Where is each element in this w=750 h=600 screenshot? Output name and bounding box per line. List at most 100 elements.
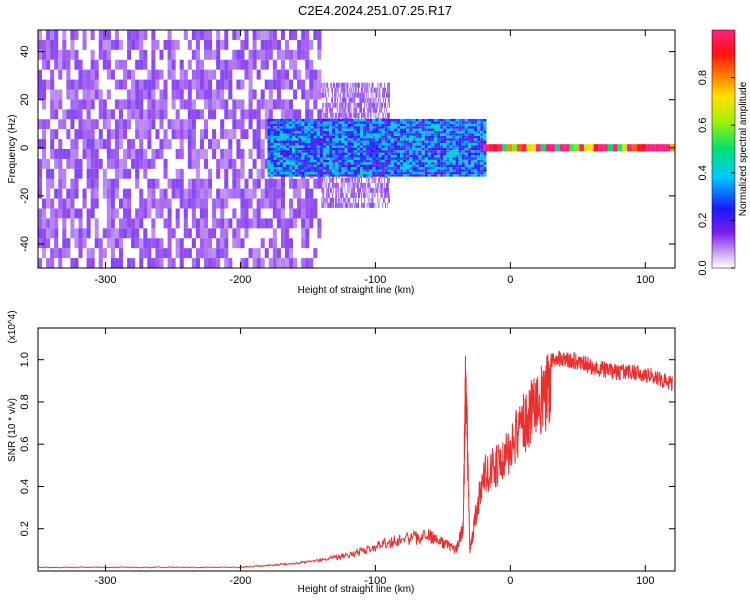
heatmap-cell — [467, 130, 472, 134]
heatmap-cell — [335, 202, 337, 208]
heatmap-cell — [393, 142, 397, 146]
heatmap-cell — [289, 142, 293, 146]
heatmap-cell — [270, 147, 274, 151]
heatmap-cell — [434, 159, 438, 163]
heatmap-cell — [353, 152, 357, 156]
heatmap-cell — [163, 188, 168, 199]
heatmap-cell — [437, 157, 441, 160]
heatmap-cell — [372, 82, 374, 88]
heatmap-cell — [139, 119, 144, 130]
heatmap-cell — [474, 126, 478, 129]
heatmap-cell — [289, 126, 293, 129]
heatmap-cell — [54, 149, 59, 159]
heatmap-cell — [393, 164, 397, 168]
heatmap-cell — [260, 218, 265, 229]
heatmap-cell — [455, 169, 459, 172]
heatmap-cell — [384, 155, 388, 158]
heatmap-cell — [641, 144, 647, 152]
heatmap-cell — [110, 178, 115, 189]
heatmap-cell — [332, 177, 334, 183]
heatmap-cell — [346, 92, 348, 98]
heatmap-cell — [297, 208, 302, 219]
heatmap-cell — [646, 144, 652, 152]
heatmap-cell — [264, 39, 269, 50]
heatmap-cell — [349, 97, 351, 103]
heatmap-cell — [106, 139, 111, 149]
heatmap-cell — [244, 30, 249, 40]
heatmap-cell — [163, 99, 168, 110]
heatmap-cell — [430, 159, 435, 163]
heatmap-cell — [267, 138, 271, 141]
heatmap-cell — [167, 238, 172, 249]
heatmap-cell — [366, 133, 370, 136]
heatmap-cell — [440, 169, 444, 172]
heatmap-cell — [386, 112, 388, 118]
heatmap-cell — [341, 126, 345, 129]
heatmap-cell — [352, 182, 354, 188]
heatmap-cell — [357, 202, 359, 208]
heatmap-cell — [313, 164, 317, 168]
heatmap-cell — [347, 169, 351, 172]
heatmap-cell — [366, 182, 368, 188]
heatmap-cell — [321, 177, 323, 183]
heatmap-cell — [276, 174, 280, 177]
heatmap-cell — [403, 164, 407, 168]
heatmap-cell — [183, 129, 188, 140]
heatmap-cell — [240, 39, 245, 50]
heatmap-cell — [412, 167, 416, 170]
heatmap-cell — [390, 126, 394, 129]
heatmap-cell — [279, 159, 283, 163]
heatmap-cell — [114, 258, 119, 268]
heatmap-cell — [356, 147, 360, 151]
heatmap-cell — [282, 130, 286, 134]
heatmap-cell — [301, 123, 305, 127]
heatmap-cell — [343, 182, 345, 188]
heatmap-cell — [341, 145, 345, 148]
heatmap-cell — [365, 177, 367, 183]
heatmap-cell — [252, 218, 257, 229]
heatmap-cell — [329, 192, 331, 198]
heatmap-cell — [244, 129, 249, 140]
heatmap-cell — [363, 167, 367, 170]
heatmap-cell — [54, 49, 59, 60]
heatmap-cell — [159, 49, 164, 60]
heatmap-cell — [446, 133, 450, 136]
heatmap-cell — [304, 142, 308, 146]
heatmap-cell — [195, 228, 200, 239]
heatmap-cell — [452, 150, 456, 153]
heatmap-cell — [443, 145, 447, 148]
heatmap-cell — [232, 168, 237, 179]
heatmap-cell — [336, 97, 338, 103]
heatmap-cell — [94, 158, 99, 169]
heatmap-cell — [310, 130, 314, 134]
heatmap-cell — [163, 79, 168, 90]
heatmap-cell — [305, 89, 310, 100]
heatmap-cell — [272, 258, 277, 268]
heatmap-cell — [326, 142, 330, 146]
heatmap-cell — [240, 198, 245, 209]
heatmap-cell — [94, 149, 99, 159]
heatmap-cell — [427, 145, 431, 148]
heatmap-cell — [344, 152, 348, 156]
heatmap-cell — [385, 102, 387, 108]
heatmap-cell — [437, 164, 441, 168]
heatmap-cell — [279, 155, 283, 158]
heatmap-cell — [418, 130, 422, 134]
heatmap-cell — [167, 228, 172, 239]
heatmap-cell — [330, 187, 332, 193]
heatmap-cell — [304, 126, 308, 129]
heatmap-cell — [483, 135, 487, 139]
heatmap-cell — [322, 202, 324, 208]
heatmap-cell — [329, 182, 331, 188]
heatmap-cell — [321, 187, 323, 193]
heatmap-cell — [412, 164, 416, 168]
heatmap-cell — [335, 123, 339, 127]
heatmap-cell — [331, 187, 333, 193]
heatmap-cell — [471, 152, 475, 156]
heatmap-cell — [293, 178, 298, 189]
heatmap-cell — [110, 218, 115, 229]
heatmap-cell — [393, 133, 397, 136]
heatmap-cell — [474, 133, 478, 136]
heatmap-cell — [240, 158, 245, 169]
